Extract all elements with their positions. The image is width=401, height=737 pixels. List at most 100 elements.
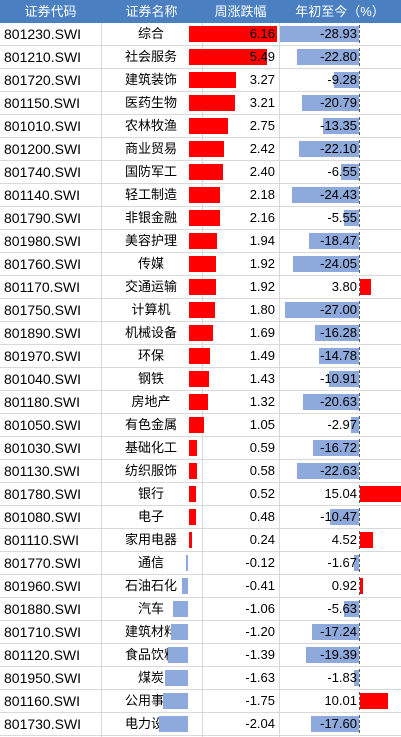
table-row[interactable]: 801740.SWI 国防军工 2.40 -6.55 <box>0 161 401 184</box>
table-row[interactable]: 801960.SWI 石油石化 -0.41 0.92 <box>0 575 401 598</box>
security-name: 传媒 <box>137 256 164 271</box>
table-row[interactable]: 801130.SWI 纺织服饰 0.58 -22.63 <box>0 460 401 483</box>
header-weekly-change[interactable]: 周涨跌幅（%） <box>214 4 267 42</box>
security-code: 801970.SWI <box>4 348 82 364</box>
ytd-change-value: -28.93 <box>320 26 357 41</box>
weekly-change-cell: 2.18 <box>189 184 278 206</box>
table-row[interactable]: 801780.SWI 银行 0.52 15.04 <box>0 483 401 506</box>
security-code: 801210.SWI <box>4 49 82 65</box>
weekly-change-cell: -0.41 <box>182 575 278 597</box>
ytd-change-bar <box>354 670 359 686</box>
weekly-change-bar <box>189 164 224 180</box>
security-name: 房地产 <box>131 394 171 409</box>
security-name: 钢铁 <box>137 371 164 386</box>
security-code: 801740.SWI <box>4 164 82 180</box>
ytd-change-bar <box>292 187 359 203</box>
weekly-change-bar <box>189 463 198 479</box>
header-code[interactable]: 证券代码 <box>24 4 77 19</box>
weekly-change-value: 1.92 <box>249 279 275 294</box>
security-code: 801010.SWI <box>4 118 82 134</box>
ytd-change-bar <box>333 72 359 88</box>
weekly-change-cell: -1.20 <box>170 621 278 643</box>
table-row[interactable]: 801040.SWI 钢铁 1.43 -10.91 <box>0 368 401 391</box>
table-row[interactable]: 801160.SWI 公用事业 -1.75 10.01 <box>0 690 401 713</box>
table-row[interactable]: 801230.SWI 综合 6.16 -28.93 <box>0 23 401 46</box>
table-row[interactable]: 801710.SWI 建筑材料 -1.20 -17.24 <box>0 621 401 644</box>
security-name: 交通运输 <box>124 279 177 294</box>
header-ytd-change[interactable]: 年初至今（%） <box>295 4 385 19</box>
ytd-change-bar <box>360 279 371 295</box>
ytd-change-bar <box>302 394 359 410</box>
security-name: 轻工制造 <box>124 187 177 202</box>
ytd-change-cell: -17.60 <box>279 713 401 735</box>
ytd-zero-axis <box>359 393 360 411</box>
column-divider <box>101 23 102 737</box>
table-row[interactable]: 801010.SWI 农林牧渔 2.75 -13.35 <box>0 115 401 138</box>
ytd-change-value: -20.79 <box>320 95 357 110</box>
ytd-change-value: -16.72 <box>320 440 357 455</box>
security-code: 801200.SWI <box>4 141 82 157</box>
weekly-change-cell: 1.49 <box>189 345 278 367</box>
table-row[interactable]: 801170.SWI 交通运输 1.92 3.80 <box>0 276 401 299</box>
ytd-zero-axis <box>359 370 360 388</box>
table-row[interactable]: 801210.SWI 社会服务 5.49 -22.80 <box>0 46 401 69</box>
ytd-change-bar <box>350 417 359 433</box>
weekly-change-value: 1.49 <box>249 348 275 363</box>
ytd-zero-axis <box>359 508 360 526</box>
security-code: 801160.SWI <box>4 693 81 709</box>
table-row[interactable]: 801120.SWI 食品饮料 -1.39 -19.39 <box>0 644 401 667</box>
table-row[interactable]: 801970.SWI 环保 1.49 -14.78 <box>0 345 401 368</box>
weekly-change-bar <box>182 578 188 594</box>
ytd-zero-axis <box>359 692 360 710</box>
table-row[interactable]: 801950.SWI 煤炭 -1.63 -1.83 <box>0 667 401 690</box>
table-row[interactable]: 801110.SWI 家用电器 0.24 4.52 <box>0 529 401 552</box>
security-code: 801770.SWI <box>4 555 82 571</box>
table-row[interactable]: 801140.SWI 轻工制造 2.18 -24.43 <box>0 184 401 207</box>
table-row[interactable]: 801080.SWI 电子 0.48 -10.47 <box>0 506 401 529</box>
table-row[interactable]: 801760.SWI 传媒 1.92 -24.05 <box>0 253 401 276</box>
weekly-change-bar <box>189 26 277 42</box>
header-name[interactable]: 证券名称 <box>125 4 178 19</box>
security-code: 801790.SWI <box>4 210 82 226</box>
table-row[interactable]: 801750.SWI 计算机 1.80 -27.00 <box>0 299 401 322</box>
weekly-change-bar <box>170 624 188 640</box>
ytd-change-value: 3.80 <box>331 279 357 294</box>
weekly-change-value: 1.32 <box>249 394 275 409</box>
ytd-change-bar <box>343 210 359 226</box>
security-code: 801780.SWI <box>4 486 82 502</box>
table-row[interactable]: 801150.SWI 医药生物 3.21 -20.79 <box>0 92 401 115</box>
security-code: 801040.SWI <box>4 371 82 387</box>
ytd-change-cell: -16.72 <box>279 437 401 459</box>
security-code: 801960.SWI <box>4 578 82 594</box>
table-row[interactable]: 801720.SWI 建筑装饰 3.27 -9.28 <box>0 69 401 92</box>
ytd-change-cell: 3.80 <box>279 276 401 298</box>
ytd-change-value: -27.00 <box>320 302 357 317</box>
weekly-change-value: 0.48 <box>249 509 275 524</box>
ytd-change-bar <box>360 693 388 709</box>
table-row[interactable]: 801790.SWI 非银金融 2.16 -5.55 <box>0 207 401 230</box>
security-code: 801880.SWI <box>4 601 82 617</box>
ytd-change-bar <box>329 371 359 387</box>
ytd-zero-axis <box>359 25 360 43</box>
weekly-change-value: 3.21 <box>249 95 275 110</box>
security-name: 食品饮料 <box>124 647 177 662</box>
table-row[interactable]: 801030.SWI 基础化工 0.59 -16.72 <box>0 437 401 460</box>
ytd-change-cell: 0.92 <box>279 575 401 597</box>
table-row[interactable]: 801890.SWI 机械设备 1.69 -16.28 <box>0 322 401 345</box>
table-row[interactable]: 801980.SWI 美容护理 1.94 -18.47 <box>0 230 401 253</box>
security-name: 环保 <box>137 348 164 363</box>
weekly-change-cell: 2.75 <box>189 115 278 137</box>
weekly-change-value: 5.49 <box>249 49 275 64</box>
ytd-change-bar <box>314 325 359 341</box>
table-row[interactable]: 801730.SWI 电力设备 -2.04 -17.60 <box>0 713 401 736</box>
table-row[interactable]: 801180.SWI 房地产 1.32 -20.63 <box>0 391 401 414</box>
ytd-change-value: -5.55 <box>327 210 357 225</box>
ytd-change-cell: 15.04 <box>279 483 401 505</box>
table-row[interactable]: 801050.SWI 有色金属 1.05 -2.97 <box>0 414 401 437</box>
weekly-change-cell: 1.92 <box>189 276 278 298</box>
table-row[interactable]: 801880.SWI 汽车 -1.06 -5.63 <box>0 598 401 621</box>
weekly-change-value: 2.75 <box>249 118 275 133</box>
ytd-zero-axis <box>359 163 360 181</box>
table-row[interactable]: 801200.SWI 商业贸易 2.42 -22.10 <box>0 138 401 161</box>
table-row[interactable]: 801770.SWI 通信 -0.12 -1.67 <box>0 552 401 575</box>
